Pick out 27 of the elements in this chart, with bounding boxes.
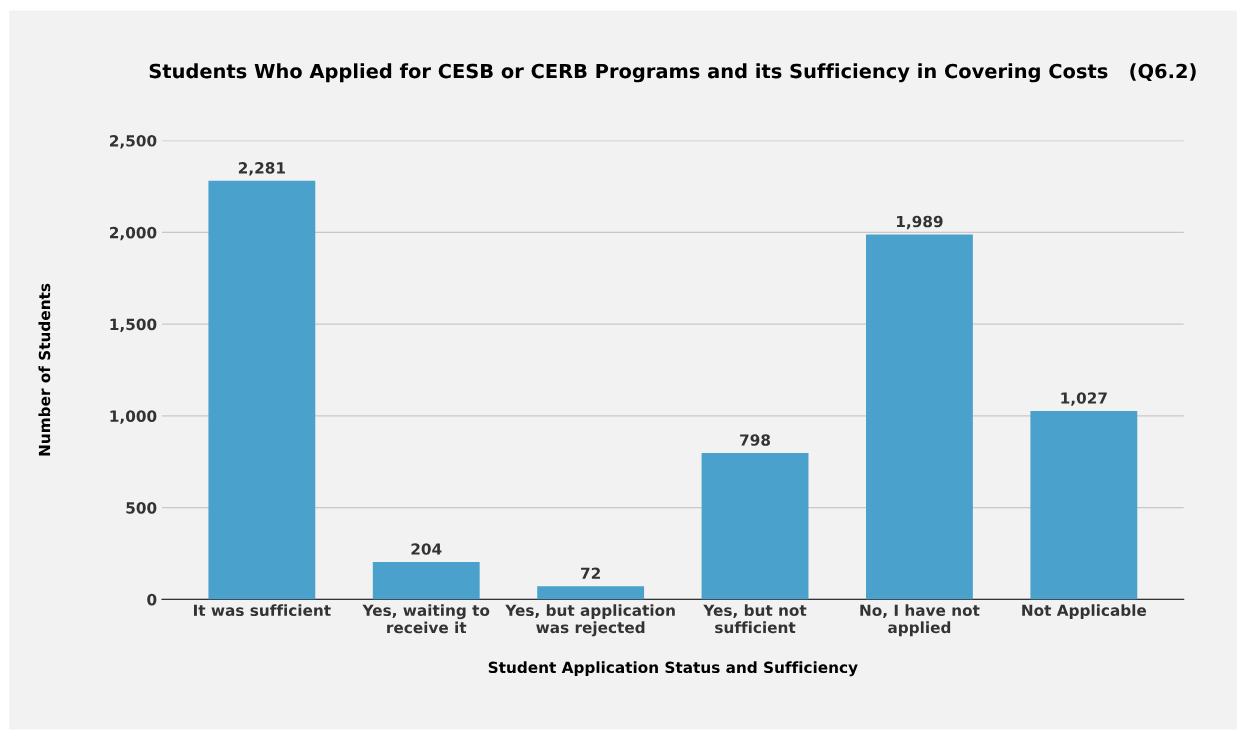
bar: [372, 561, 480, 600]
x-tick-label: Yes, waiting to receive it: [362, 604, 490, 634]
data-label: 204: [411, 543, 442, 555]
data-label: 1,989: [897, 215, 943, 230]
x-axis-title: Student Application Status and Sufficiency: [488, 661, 858, 677]
y-axis-title: Number of Students: [38, 283, 51, 456]
data-label: 2,281: [238, 162, 285, 176]
bar: [866, 234, 973, 600]
data-label: 72: [581, 567, 600, 579]
bar: [1030, 410, 1138, 600]
y-tick-label: 1,500: [110, 318, 157, 333]
x-tick-label: No, I have not applied: [860, 604, 980, 637]
y-tick-label: 0: [147, 593, 157, 606]
data-label: 1,027: [1061, 392, 1107, 406]
y-tick-label: 1,000: [110, 410, 157, 424]
x-tick-label: Yes, but application was rejected: [505, 604, 675, 637]
bar: [701, 452, 809, 600]
bar: [537, 586, 645, 600]
y-tick-label: 500: [126, 502, 157, 514]
x-tick-label: Yes, but not sufficient: [703, 604, 807, 634]
y-tick-label: 2,500: [110, 135, 157, 149]
x-tick-label: Not Applicable: [1022, 604, 1147, 620]
bar: [208, 180, 316, 600]
x-tick-label: It was sufficient: [194, 604, 331, 617]
y-tick-label: 2,000: [110, 226, 157, 241]
data-label: 798: [740, 434, 771, 446]
chart-title: Students Who Applied for CESB or CERB Programs and its Sufficiency in Covering Costs (Q6.2): [149, 63, 1196, 83]
